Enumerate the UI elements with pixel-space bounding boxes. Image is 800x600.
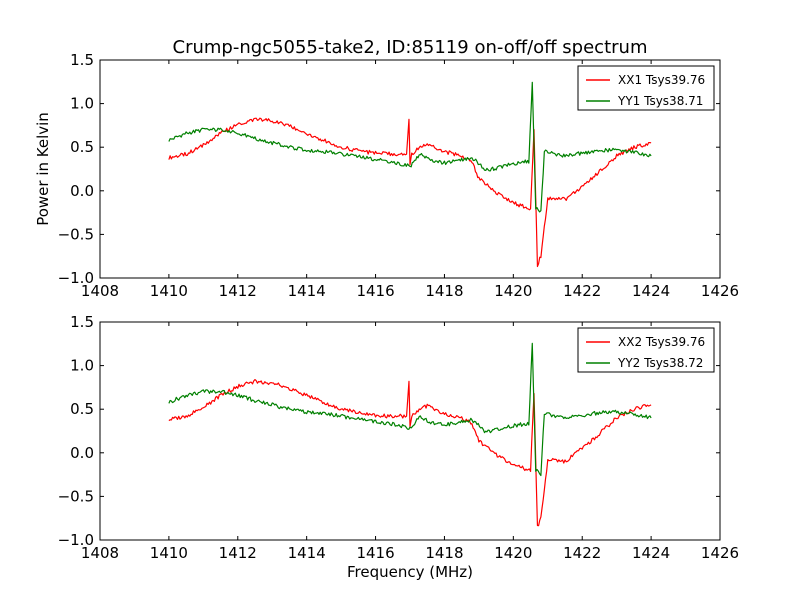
top-panel: 1408 1410 1412 1414 1416 1418 1420 1422 1424 1426… [34,51,739,300]
x-tick-label: 1422 [563,282,601,300]
series-line-yy-panel-1 [168,342,652,477]
x-tick-label: 1420 [494,282,532,300]
y-tick-label: 0.5 [70,138,94,156]
y-tick-label: −1.0 [58,269,94,287]
series-line-yy-panel-0 [168,81,652,213]
x-tick-label: 1426 [701,282,739,300]
x-tick-label: 1408 [81,282,119,300]
x-tick-label: 1418 [425,282,463,300]
x-axis-label: Frequency (MHz) [347,563,473,581]
x-tick-label: 1422 [563,544,601,562]
x-tick-label: 1410 [150,544,188,562]
x-tick-label: 1426 [701,544,739,562]
y-tick-label: −0.5 [58,487,94,505]
chart-title: Crump-ngc5055-take2, ID:85119 on-off/off… [173,37,648,58]
x-tick-label: 1412 [219,282,257,300]
x-tick-label: 1424 [632,544,670,562]
x-tick-label: 1420 [494,544,532,562]
y-tick-label: 0.0 [70,444,94,462]
y-tick-label: 1.0 [70,357,94,375]
x-tick-label: 1416 [356,544,394,562]
y-axis-label: Power in Kelvin [34,112,52,226]
y-tick-label: −1.0 [58,531,94,549]
y-tick-label: −0.5 [58,225,94,243]
axes-frame-panel-1 [99,321,721,541]
axes-frame-panel-0 [99,59,721,279]
x-tick-label: 1414 [288,544,326,562]
x-tick-label: 1424 [632,282,670,300]
x-tick-label: 1416 [356,282,394,300]
y-tick-label: 1.0 [70,95,94,113]
x-tick-label: 1410 [150,282,188,300]
legend-box [577,327,715,373]
legend-entry: YY1 Tsys38.71 [617,94,703,108]
bottom-panel: 1408 1410 1412 1414 1416 1418 1420 1422 1424 1426… [58,313,740,581]
x-tick-label: 1408 [81,544,119,562]
y-tick-label: 1.5 [70,51,94,69]
series-line-xx-panel-1 [168,378,652,527]
x-tick-label: 1418 [425,544,463,562]
x-tick-label: 1414 [288,282,326,300]
legend-box [577,65,715,111]
series-line-xx-panel-0 [168,117,652,268]
y-tick-label: 0.5 [70,400,94,418]
legend-entry: XX2 Tsys39.76 [618,335,705,349]
legend-entry: XX1 Tsys39.76 [618,73,705,87]
y-tick-label: 1.5 [70,313,94,331]
x-tick-label: 1412 [219,544,257,562]
legend-entry: YY2 Tsys38.72 [617,356,703,370]
y-tick-label: 0.0 [70,182,94,200]
